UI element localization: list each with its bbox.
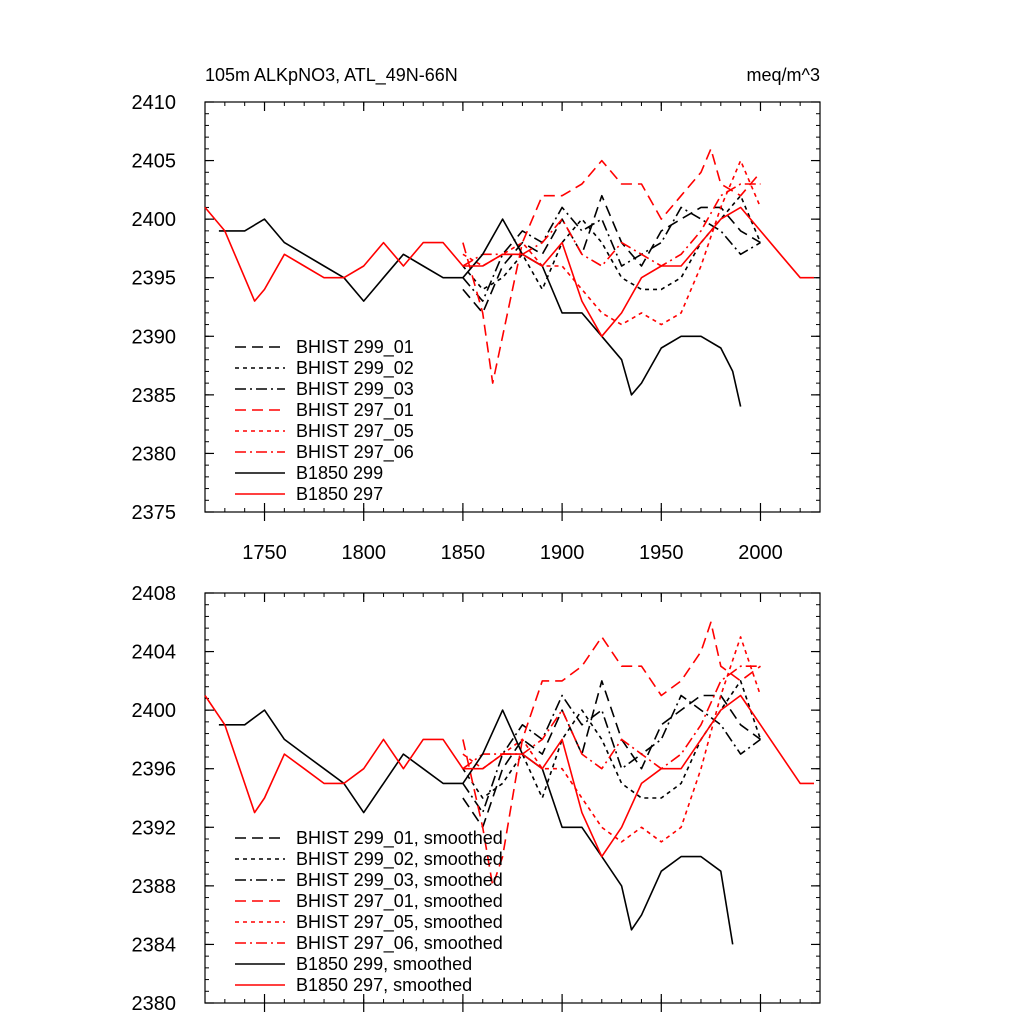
legend-label: B1850 297, smoothed <box>296 975 472 995</box>
legend-label: BHIST 299_01 <box>296 337 414 358</box>
x-tick-label: 1850 <box>441 542 486 564</box>
series-line <box>462 694 761 814</box>
series-line <box>462 680 761 829</box>
bottom-panel: 2380 2384 2388 2392 2396 2400 2404 2408 BHIST 29… <box>132 583 821 1015</box>
series-line <box>462 159 762 326</box>
y-tick-label: 2388 <box>132 876 177 898</box>
y-tick-label: 2405 <box>132 151 177 173</box>
y-tick-label: 2395 <box>132 268 177 290</box>
series-line <box>462 621 761 887</box>
chart-title: 105m ALKpNO3, ATL_49N-66N <box>205 65 458 86</box>
plot-frame <box>204 101 821 513</box>
series-line <box>218 218 742 407</box>
y-tick-label: 2410 <box>132 92 177 114</box>
legend-label: BHIST 297_01 <box>296 400 414 421</box>
y-tick-label: 2404 <box>132 642 177 664</box>
legend-label: BHIST 299_01, smoothed <box>296 828 503 849</box>
y-tick-label: 2385 <box>132 385 177 407</box>
legend-label: BHIST 299_03, smoothed <box>296 870 503 891</box>
legend-label: BHIST 297_05 <box>296 421 414 442</box>
y-tick-label: 2384 <box>132 934 177 956</box>
x-tick-label: 1800 <box>341 542 386 564</box>
legend-label: B1850 299, smoothed <box>296 954 472 974</box>
series-line <box>462 148 762 384</box>
y-tick-label: 2392 <box>132 817 177 839</box>
legend-label: BHIST 297_06 <box>296 442 414 463</box>
legend-label: BHIST 299_03 <box>296 379 414 400</box>
legend-label: B1850 299 <box>296 463 383 483</box>
x-tick-label: 2000 <box>738 542 783 564</box>
legend-label: B1850 297 <box>296 484 383 504</box>
legend-label: BHIST 297_01, smoothed <box>296 891 503 912</box>
y-tick-label: 2390 <box>132 326 177 348</box>
legend-label: BHIST 297_06, smoothed <box>296 933 503 954</box>
y-tick-label: 2375 <box>132 502 177 524</box>
series-line <box>204 206 814 338</box>
legend-label: BHIST 297_05, smoothed <box>296 912 503 933</box>
y-tick-label: 2380 <box>132 443 177 465</box>
chart-units: meq/m^3 <box>747 65 820 85</box>
series-line <box>462 206 761 302</box>
series-line <box>204 694 814 858</box>
series-line <box>462 194 762 291</box>
legend-label: BHIST 299_02, smoothed <box>296 849 503 870</box>
y-tick-label: 2396 <box>132 759 177 781</box>
y-tick-label: 2400 <box>132 209 177 231</box>
x-tick-label: 1950 <box>639 542 684 564</box>
top-panel: 1750 1800 1850 1900 1950 2000 2375 2380 2385 2390… <box>132 92 821 564</box>
y-tick-label: 2408 <box>132 583 177 605</box>
series-line <box>462 665 761 770</box>
y-tick-label: 2400 <box>132 700 177 722</box>
plot-frame <box>204 592 821 1004</box>
y-tick-label: 2380 <box>132 993 177 1015</box>
x-tick-label: 1750 <box>242 542 287 564</box>
series-line <box>218 709 734 945</box>
legend-label: BHIST 299_02 <box>296 358 414 379</box>
x-tick-label: 1900 <box>540 542 585 564</box>
